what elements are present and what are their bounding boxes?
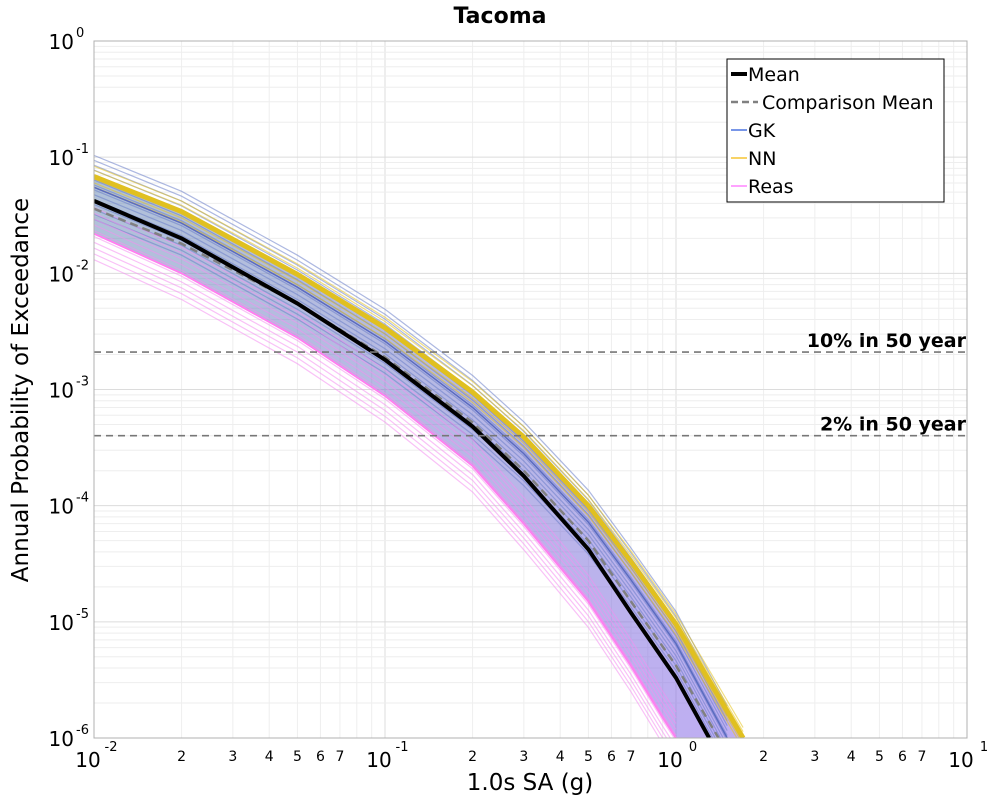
y-tick-label: 10 bbox=[49, 495, 74, 519]
x-minor-tick-label: 2 bbox=[468, 749, 477, 765]
x-minor-tick-label: 3 bbox=[810, 749, 819, 765]
x-minor-tick-label: 7 bbox=[335, 749, 344, 765]
y-tick-exponent: -1 bbox=[76, 142, 89, 157]
y-axis-label: Annual Probability of Exceedance bbox=[8, 198, 34, 582]
curve-gk bbox=[94, 154, 728, 707]
x-minor-tick-label: 4 bbox=[265, 749, 274, 765]
x-minor-tick-label: 3 bbox=[228, 749, 237, 765]
reference-line-label: 10% in 50 year bbox=[807, 330, 967, 352]
x-axis-label: 1.0s SA (g) bbox=[467, 770, 594, 796]
x-minor-tick-label: 2 bbox=[177, 749, 186, 765]
y-tick-exponent: -6 bbox=[76, 723, 89, 738]
series-comparison-mean bbox=[94, 207, 720, 738]
reference-line-label: 2% in 50 year bbox=[820, 414, 967, 436]
curve-reas bbox=[94, 206, 677, 713]
legend-label-nn: NN bbox=[748, 148, 776, 170]
curve-nn bbox=[94, 182, 741, 738]
curve-nn bbox=[94, 186, 738, 738]
curve-reas bbox=[94, 247, 668, 738]
x-minor-tick-label: 4 bbox=[847, 749, 856, 765]
x-tick-exponent: 0 bbox=[689, 740, 697, 755]
y-tick-exponent: 0 bbox=[76, 26, 84, 41]
x-minor-tick-label: 2 bbox=[759, 749, 768, 765]
legend-label-reas: Reas bbox=[748, 176, 794, 198]
x-minor-tick-label: 6 bbox=[607, 749, 616, 765]
legend-box bbox=[726, 58, 945, 203]
curve-reas bbox=[94, 230, 677, 736]
y-tick-label: 10 bbox=[49, 727, 74, 751]
series-nn-upper bbox=[94, 174, 746, 738]
legend-label-mean: Mean bbox=[748, 64, 800, 86]
curve-nn bbox=[94, 165, 744, 728]
chart-title: Tacoma bbox=[454, 4, 547, 29]
curve-reas bbox=[94, 235, 675, 738]
x-minor-tick-label: 6 bbox=[316, 749, 325, 765]
x-minor-tick-label: 5 bbox=[875, 749, 884, 765]
x-tick-exponent: 1 bbox=[980, 740, 988, 755]
curve-gk bbox=[94, 189, 727, 738]
legend-label-comparison-mean: Comparison Mean bbox=[762, 92, 934, 114]
x-minor-tick-label: 6 bbox=[898, 749, 907, 765]
x-minor-tick-label: 4 bbox=[556, 749, 565, 765]
x-tick-exponent: -2 bbox=[105, 740, 118, 755]
y-tick-label: 10 bbox=[49, 262, 74, 286]
x-tick-label: 10 bbox=[657, 748, 682, 772]
curve-reas bbox=[94, 259, 660, 738]
legend: Mean Comparison Mean GK NN Reas bbox=[726, 58, 945, 203]
curve-gk bbox=[94, 199, 722, 738]
x-tick-label: 10 bbox=[366, 748, 391, 772]
y-tick-exponent: -2 bbox=[76, 258, 89, 273]
curve-gk bbox=[94, 194, 724, 738]
x-minor-tick-label: 3 bbox=[519, 749, 528, 765]
curve-nn bbox=[94, 169, 744, 733]
plot-frame bbox=[93, 40, 968, 739]
y-tick-label: 10 bbox=[49, 146, 74, 170]
x-minor-tick-label: 7 bbox=[917, 749, 926, 765]
y-tick-exponent: -3 bbox=[76, 375, 89, 390]
series-mean bbox=[94, 199, 711, 738]
x-minor-tick-label: 7 bbox=[626, 749, 635, 765]
curve-reas bbox=[94, 241, 672, 738]
x-minor-tick-label: 5 bbox=[293, 749, 302, 765]
curve-reas bbox=[94, 253, 664, 738]
curve-gk bbox=[94, 213, 714, 738]
y-tick-label: 10 bbox=[49, 30, 74, 54]
series-lines bbox=[94, 174, 746, 738]
y-tick-exponent: -4 bbox=[76, 491, 89, 506]
curve-reas bbox=[94, 212, 677, 719]
curve-reas bbox=[94, 218, 677, 724]
legend-label-gk: GK bbox=[748, 120, 776, 142]
x-minor-tick-label: 5 bbox=[584, 749, 593, 765]
curve-reas bbox=[94, 224, 677, 730]
x-tick-label: 10 bbox=[75, 748, 100, 772]
series-gk bbox=[94, 186, 728, 738]
y-tick-exponent: -5 bbox=[76, 607, 89, 622]
y-tick-label: 10 bbox=[49, 611, 74, 635]
x-tick-label: 10 bbox=[948, 748, 973, 772]
reference-lines: 10% in 50 year 2% in 50 year bbox=[94, 330, 967, 437]
y-tick-label: 10 bbox=[49, 379, 74, 403]
series-reas bbox=[94, 232, 677, 738]
x-tick-exponent: -1 bbox=[396, 740, 409, 755]
